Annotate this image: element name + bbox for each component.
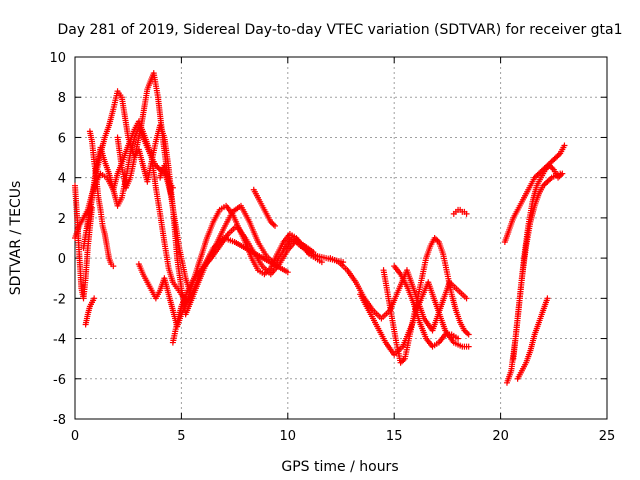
data-point xyxy=(284,269,291,276)
x-tick-label: 20 xyxy=(492,429,509,444)
axis-ticks: 0 5 10 15 20 25 -8 -6 -4 -2 0 2 4 6 8 10 xyxy=(49,51,615,444)
series-arc-9 xyxy=(157,162,174,197)
x-tick-label: 5 xyxy=(177,429,185,444)
grid-lines xyxy=(75,57,607,419)
y-tick-label: -8 xyxy=(53,413,66,428)
data-point xyxy=(463,295,470,302)
series-arc-20 xyxy=(510,170,564,362)
data-series-layer xyxy=(72,70,568,386)
x-tick-label: 25 xyxy=(599,429,616,444)
data-point xyxy=(272,222,279,229)
y-tick-label: 4 xyxy=(58,172,66,187)
series-arc-10 xyxy=(169,222,317,346)
series-arc-11 xyxy=(250,186,279,229)
series-arc-6 xyxy=(86,128,117,270)
data-point xyxy=(455,335,462,342)
x-axis-label: GPS time / hours xyxy=(281,459,398,475)
series-arc-16 xyxy=(450,206,470,217)
series-arc-18 xyxy=(501,142,568,246)
series-arc-15 xyxy=(391,263,462,350)
y-axis-label: SDTVAR / TECUs xyxy=(8,181,24,296)
chart-title: Day 281 of 2019, Sidereal Day-to-day VTE… xyxy=(57,22,622,38)
y-tick-label: 8 xyxy=(58,91,66,106)
data-point xyxy=(544,295,551,302)
data-point xyxy=(91,295,98,302)
series-arc-19 xyxy=(514,295,551,382)
x-tick-label: 0 xyxy=(71,429,79,444)
data-point xyxy=(110,263,117,270)
y-tick-label: -2 xyxy=(53,292,66,307)
data-point xyxy=(465,343,472,350)
x-tick-label: 15 xyxy=(386,429,403,444)
y-tick-label: 0 xyxy=(58,252,66,267)
series-arc-5 xyxy=(82,295,98,328)
y-tick-label: 10 xyxy=(49,51,66,66)
series-arc-12 xyxy=(327,255,470,334)
data-point xyxy=(463,210,470,217)
data-point xyxy=(557,170,564,177)
y-tick-label: -6 xyxy=(53,373,66,388)
y-tick-label: 2 xyxy=(58,212,66,227)
data-point xyxy=(561,142,568,149)
series-arc-8 xyxy=(135,202,325,330)
series-arc-14 xyxy=(380,235,472,366)
data-point xyxy=(310,249,317,256)
y-tick-label: -4 xyxy=(53,333,66,348)
x-tick-label: 10 xyxy=(280,429,297,444)
data-point xyxy=(318,259,325,266)
data-point xyxy=(167,190,174,197)
data-point xyxy=(465,331,472,338)
y-tick-label: 6 xyxy=(58,131,66,146)
